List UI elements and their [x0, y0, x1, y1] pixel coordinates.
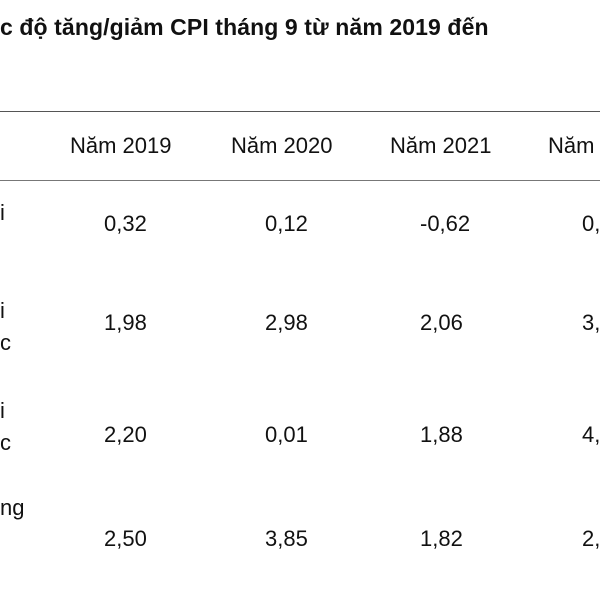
- table-title: c độ tăng/giảm CPI tháng 9 từ năm 2019 đ…: [0, 14, 489, 40]
- cell-value: 0,01: [265, 422, 308, 447]
- cell-value: 0,: [582, 211, 600, 236]
- row-label: c: [0, 330, 11, 355]
- row-label: i: [0, 200, 5, 225]
- column-header-2020: Năm 2020: [231, 133, 333, 158]
- row-label: c: [0, 430, 11, 455]
- cell-value: 0,12: [265, 211, 308, 236]
- cell-value: 0,32: [104, 211, 147, 236]
- row-label: ng: [0, 495, 25, 520]
- cell-value: 1,98: [104, 310, 147, 335]
- cell-value: 4,: [582, 422, 600, 447]
- cell-value: 2,98: [265, 310, 308, 335]
- column-header-2021: Năm 2021: [390, 133, 492, 158]
- column-header-2019: Năm 2019: [70, 133, 172, 158]
- table-top-rule: [0, 111, 600, 112]
- cell-value: 2,: [582, 526, 600, 551]
- column-header-2022: Năm: [548, 133, 595, 158]
- cell-value: 3,: [582, 310, 600, 335]
- cell-value: -0,62: [420, 211, 471, 236]
- cell-value: 1,82: [420, 526, 463, 551]
- cell-value: 1,88: [420, 422, 463, 447]
- row-label: i: [0, 398, 5, 423]
- cell-value: 2,50: [104, 526, 147, 551]
- cell-value: 2,06: [420, 310, 463, 335]
- table-header-rule: [0, 180, 600, 181]
- cell-value: 2,20: [104, 422, 147, 447]
- cell-value: 3,85: [265, 526, 308, 551]
- row-label: i: [0, 298, 5, 323]
